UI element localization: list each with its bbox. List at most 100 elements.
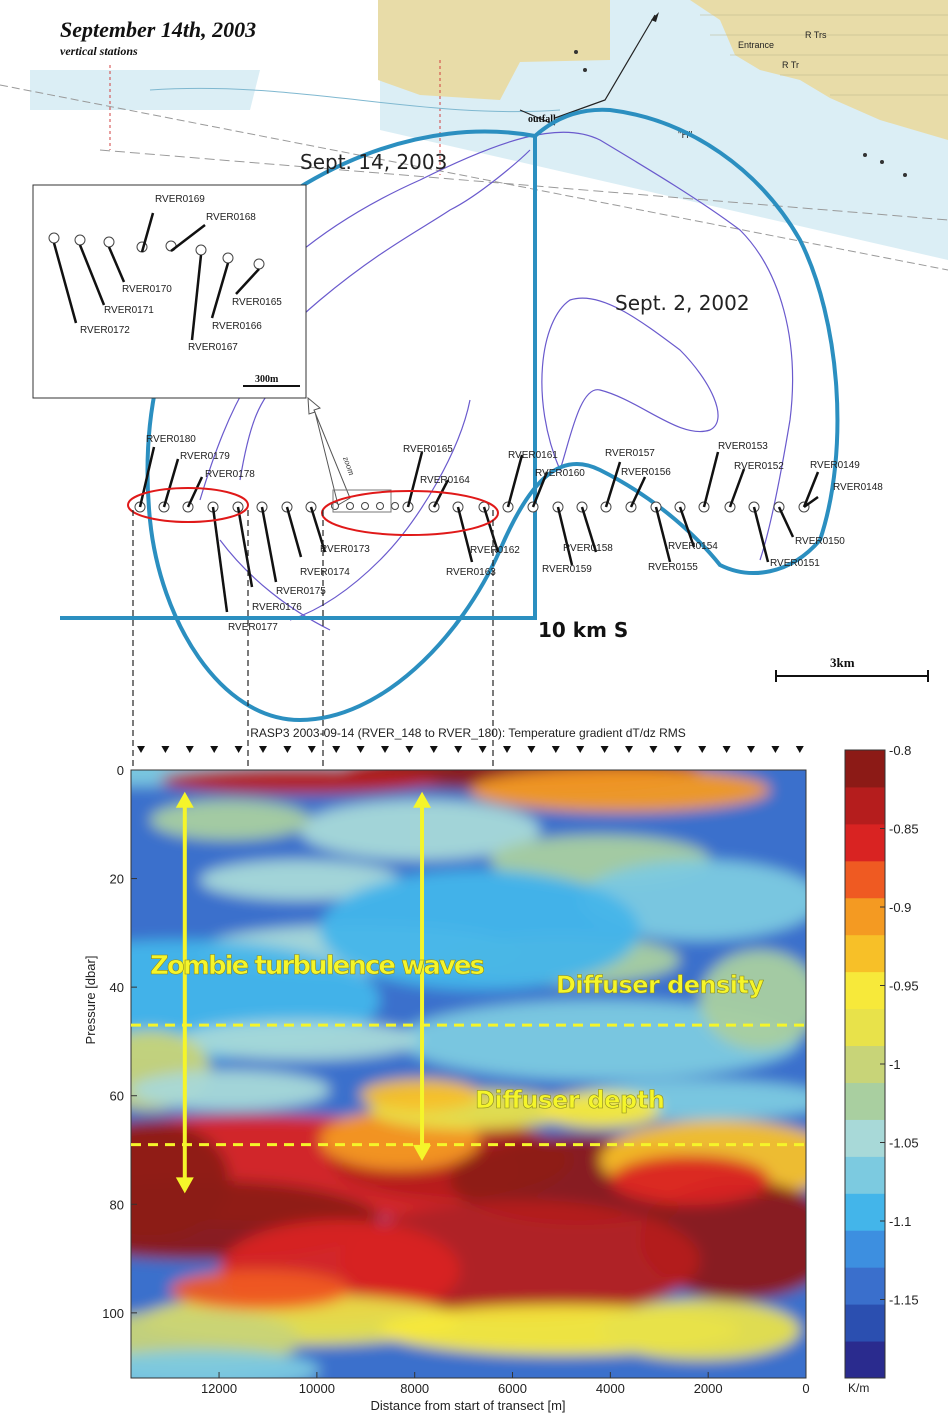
transect-station-label: RVER0157	[605, 448, 655, 459]
transect-station: RVER0155	[648, 501, 698, 573]
inset-station: RVER0170	[103, 236, 172, 295]
inset-station: RVER0166	[210, 252, 262, 332]
y-axis-label: Pressure [dbar]	[83, 956, 98, 1045]
transect-station: RVER0148	[803, 482, 883, 509]
station-markers	[137, 746, 804, 753]
transect-station: RVER0174	[281, 501, 350, 578]
colorbar-unit: K/m	[848, 1381, 869, 1395]
inset-station-label: RVER0171	[104, 305, 154, 316]
station-marker	[503, 746, 511, 753]
transect-station-dense	[361, 502, 369, 510]
inset-station: RVER0168	[165, 212, 256, 252]
transect-station: RVER0176	[232, 501, 302, 613]
transect-station: RVER0175	[256, 501, 326, 597]
colorbar-swatch	[845, 1156, 885, 1194]
inset-station: RVER0171	[74, 234, 154, 316]
station-marker	[576, 746, 585, 753]
transect-station: RVER0160	[527, 468, 585, 513]
transect-station-label: RVER0155	[648, 562, 698, 573]
transect-station-label: RVER0180	[146, 434, 196, 445]
y-tick-label: 20	[110, 872, 124, 887]
x-tick-label: 6000	[498, 1381, 527, 1396]
transect-station-label: RVER0151	[770, 558, 820, 569]
transect-station: RVER0161	[502, 450, 558, 513]
land-area-left	[378, 0, 610, 100]
transect-station: RVER0159	[542, 501, 592, 575]
station-marker	[698, 746, 707, 753]
colorbar-swatch	[845, 1230, 885, 1268]
depth-arrows	[175, 791, 432, 1194]
map-subtitle: vertical stations	[60, 44, 138, 58]
transect-station-label: RVER0150	[795, 536, 845, 547]
transect-station: RVER0179	[158, 451, 230, 513]
guide-lines	[132, 510, 494, 770]
x-axis-label: Distance from start of transect [m]	[370, 1398, 565, 1413]
transect-station-label: RVER0152	[734, 461, 784, 472]
station-marker	[795, 746, 804, 753]
transect-station-label: RVER0158	[563, 543, 613, 554]
plot-frame	[130, 769, 807, 1379]
transect-station: RVER0151	[748, 501, 820, 569]
x-tick-label: 4000	[596, 1381, 625, 1396]
transect-station-label: RVER0159	[542, 564, 592, 575]
station-marker	[673, 746, 682, 753]
colorbar-swatch	[845, 750, 885, 788]
x-tick-label: 12000	[201, 1381, 237, 1396]
transect-station-label: RVER0149	[810, 460, 860, 471]
colorbar-tick-label: -0.9	[889, 900, 911, 915]
y-tick-label: 40	[110, 980, 124, 995]
transect-station-label: RVER0175	[276, 586, 326, 597]
outfall-label: outfall	[528, 114, 556, 125]
annotation-zombie-waves: Zombie turbulence waves	[150, 951, 485, 981]
transect-station-dense	[376, 502, 384, 510]
station-marker	[747, 746, 755, 753]
transect-station: RVER0153	[698, 441, 768, 513]
transect-station: RVER0156	[621, 467, 671, 513]
colorbar-swatch	[845, 1119, 885, 1157]
colorbar-swatch	[845, 823, 885, 862]
inset-station-label: RVER0169	[155, 194, 205, 205]
map-label-h: "H"	[678, 130, 693, 141]
transect-station: RVER0178	[182, 469, 255, 513]
colorbar-swatch	[845, 1045, 885, 1083]
colorbar-swatch	[845, 786, 885, 825]
map-label-entrance: Entrance	[738, 40, 774, 50]
map-label-r-tr: R Tr	[782, 60, 799, 70]
colorbar-tick-label: -1.05	[889, 1136, 919, 1151]
colorbar-swatch	[845, 1267, 885, 1305]
transect-station-dense	[391, 502, 399, 510]
transect-station-label: RVER0165	[403, 444, 453, 455]
transect-stations: RVER0180 RVER0179 RVER0178 RVER0177 RVER0176…	[134, 434, 883, 633]
colorbar-swatch	[845, 1341, 885, 1379]
transect-station: RVER0180	[134, 434, 196, 513]
station-marker	[649, 746, 658, 753]
transect-station-label: RVER0163	[446, 567, 496, 578]
sept2-label: Sept. 2, 2002	[615, 291, 750, 315]
inset-stations: RVER0172 RVER0171 RVER0170 RVER0169RVER0168…	[48, 194, 282, 353]
inset-scale-label: 300m	[255, 374, 279, 385]
inset-station: RVER0169	[136, 194, 205, 253]
annotation-diffuser-density: Diffuser density	[556, 971, 764, 999]
transect-station: RVER0154	[668, 501, 718, 552]
colorbar-swatch	[845, 1008, 885, 1047]
station-marker	[405, 746, 414, 753]
highlight-ellipse-center	[321, 490, 499, 536]
transect-station: RVER0157	[600, 448, 655, 513]
map-panel: September 14th, 2003 vertical stations E…	[0, 0, 948, 770]
station-marker	[332, 746, 341, 753]
colorbar-swatch	[845, 1193, 885, 1231]
colorbar-tick-label: -0.8	[889, 743, 911, 758]
inset-station-label: RVER0168	[206, 212, 256, 223]
transect-station: RVER0150	[773, 501, 845, 547]
heatmap-field	[131, 770, 806, 1378]
x-axis: 12000 10000 8000 6000 4000 2000 0	[201, 1372, 810, 1396]
transect-station: RVER0164	[420, 475, 470, 513]
transect-station-label: RVER0177	[228, 622, 278, 633]
station-marker	[429, 746, 438, 753]
colorbar-swatch	[845, 897, 885, 936]
station-marker	[259, 746, 267, 753]
station-marker	[600, 746, 609, 753]
y-tick-label: 80	[110, 1197, 124, 1212]
y-tick-label: 60	[110, 1089, 124, 1104]
